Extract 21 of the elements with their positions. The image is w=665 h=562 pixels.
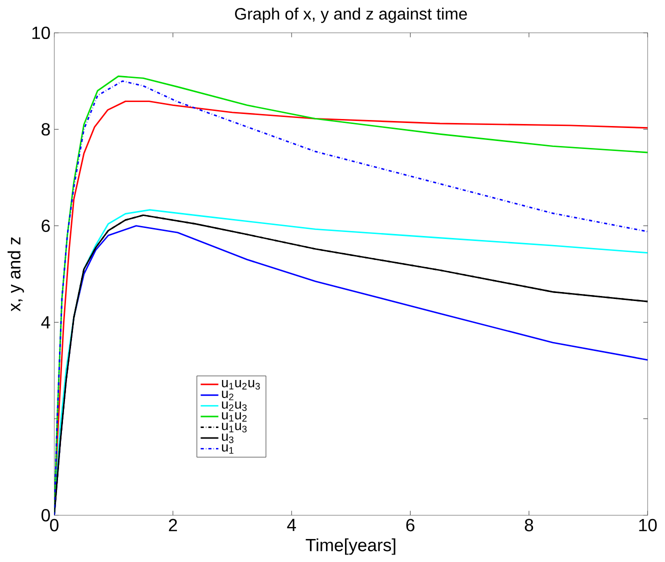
x-tick-label: 8 xyxy=(524,518,534,532)
x-tick-label: 6 xyxy=(406,518,414,532)
legend-label: u$_{1}$u$_{2}$u$_{3}$ xyxy=(222,380,260,390)
y-tick-label: 4 xyxy=(41,316,50,328)
legend-label: u$_{1}$u$_{2}$ xyxy=(222,412,247,422)
y-tick-label: 8 xyxy=(42,122,50,136)
legend-label: u$_{1}$ xyxy=(222,444,234,454)
legend-label: u$_{3}$ xyxy=(222,433,234,443)
legend-label: u$_{2}$ xyxy=(222,390,234,400)
chart-title: Graph of x, y and z against time xyxy=(235,7,467,23)
y-tick-label: 6 xyxy=(42,219,50,232)
x-tick-label: 2 xyxy=(168,518,177,531)
y-tick-label: 10 xyxy=(32,26,50,39)
x-tick-label: 0 xyxy=(50,518,58,532)
y-axis-title: x, y and z xyxy=(8,237,24,312)
x-tick-label: 4 xyxy=(287,518,296,531)
legend-label: u$_{2}$u$_{3}$ xyxy=(222,401,247,411)
y-tick-label: 0 xyxy=(42,508,50,522)
x-tick-label: 10 xyxy=(639,518,657,532)
legend-label: u$_{1}$u$_{3}$ xyxy=(222,422,247,432)
x-axis-title: Time[years] xyxy=(306,538,396,555)
